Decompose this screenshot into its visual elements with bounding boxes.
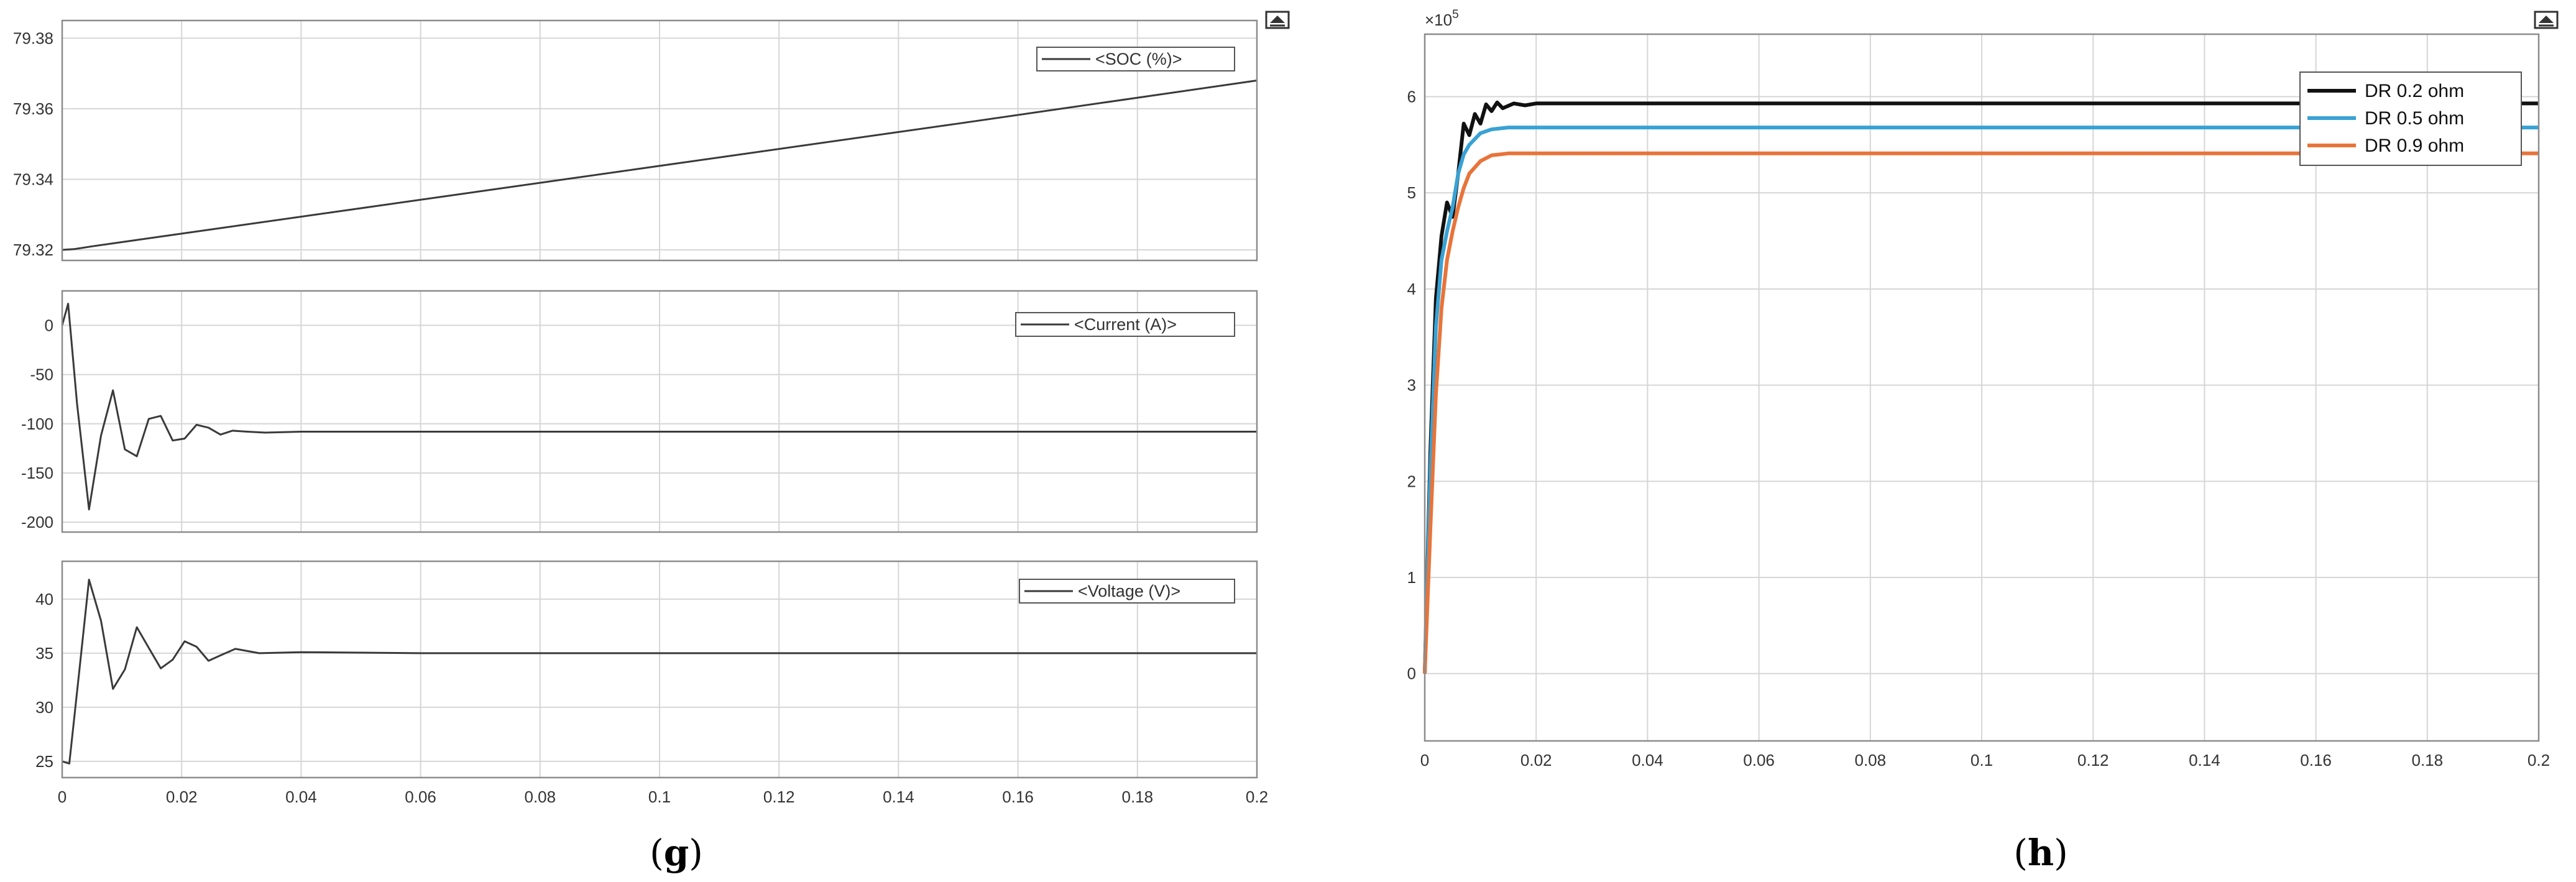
y-tick-label: 79.32 [13,241,53,259]
y-tick-label: 5 [1407,183,1416,202]
y-tick-label: -50 [30,365,53,384]
x-tick-label: 0.06 [405,788,436,806]
y-tick-label: 3 [1407,376,1416,395]
y-exponent-power: 5 [1452,8,1459,21]
soc-subplot: 79.32 79.34 79.36 79.38 <SOC (%)> [13,19,1258,262]
panel-label-g: (g) [650,832,703,874]
y-tick-label: -150 [21,464,53,482]
axes-frame [1424,33,2540,742]
x-tick-label: 0.18 [2411,751,2443,769]
y-tick-label: 0 [1407,664,1416,683]
y-tick-label: -100 [21,415,53,433]
series-line [1423,100,2539,674]
series-line [62,80,1258,251]
y-tick-label: 79.38 [13,29,53,47]
x-tick-label: 0.18 [1121,788,1153,806]
x-tick-label: 0.14 [883,788,914,806]
x-tick-label: 0 [58,788,67,806]
x-tick-label: 0 [1420,751,1429,769]
undock-icon[interactable] [2534,11,2559,29]
legend-label: DR 0.5 ohm [2365,108,2464,129]
y-tick-label: 35 [35,644,53,663]
x-tick-label: 0.12 [2077,751,2109,769]
x-tick-label: 0.14 [2189,751,2220,769]
y-tick-label: 30 [35,698,53,717]
y-tick-label: 4 [1407,280,1416,298]
y-tick-label: 1 [1407,568,1416,587]
legend-label: DR 0.2 ohm [2365,81,2464,101]
legend-label: <Current (A)> [1074,315,1177,334]
legend-label: <Voltage (V)> [1078,582,1180,600]
undock-icon[interactable] [1265,11,1290,29]
current-subplot: 0 -50 -100 -150 -200 <Current (A)> [21,290,1258,533]
axes-frame [61,19,1258,262]
y-tick-label: 40 [35,590,53,609]
y-tick-label: 6 [1407,88,1416,106]
y-tick-label: 2 [1407,472,1416,490]
x-tick-label: 0.04 [285,788,317,806]
x-tick-label: 0.2 [2528,751,2550,769]
y-tick-label: 25 [35,752,53,771]
series-line [1423,126,2539,674]
series-line [62,579,1257,765]
x-tick-label: 0.16 [1002,788,1034,806]
dr-comparison-plot: 0 1 2 3 4 5 6 0 0.02 0.04 0.06 0.08 0.1 0.12 0.14 0.16 0… [1407,8,2551,769]
axes-frame [61,560,1258,779]
panel-label-h: (h) [2013,832,2068,874]
series-line [1423,151,2539,674]
x-tick-label: 0.04 [1632,751,1663,769]
x-tick-label: 0.2 [1246,788,1268,806]
x-tick-label: 0.02 [1520,751,1552,769]
y-exponent-label: ×105 [1425,8,1459,29]
voltage-subplot: 25 30 35 40 0 0.02 0.04 0.06 0.08 0.1 0.12 0.14 0.16… [35,560,1268,806]
y-tick-label: 79.36 [13,99,53,118]
y-tick-label: -200 [21,513,53,531]
legend-label: DR 0.9 ohm [2365,136,2464,156]
x-tick-label: 0.16 [2300,751,2332,769]
x-tick-label: 0.02 [166,788,198,806]
series-line [61,303,1257,511]
x-tick-label: 0.12 [763,788,795,806]
y-tick-label: 0 [45,316,53,334]
y-tick-label: 79.34 [13,170,53,188]
x-tick-label: 0.08 [1854,751,1886,769]
x-tick-label: 0.08 [524,788,556,806]
x-tick-label: 0.1 [648,788,671,806]
x-tick-label: 0.1 [1971,751,1993,769]
x-tick-label: 0.06 [1743,751,1775,769]
axes-frame [61,290,1258,533]
legend-label: <SOC (%)> [1095,50,1182,68]
